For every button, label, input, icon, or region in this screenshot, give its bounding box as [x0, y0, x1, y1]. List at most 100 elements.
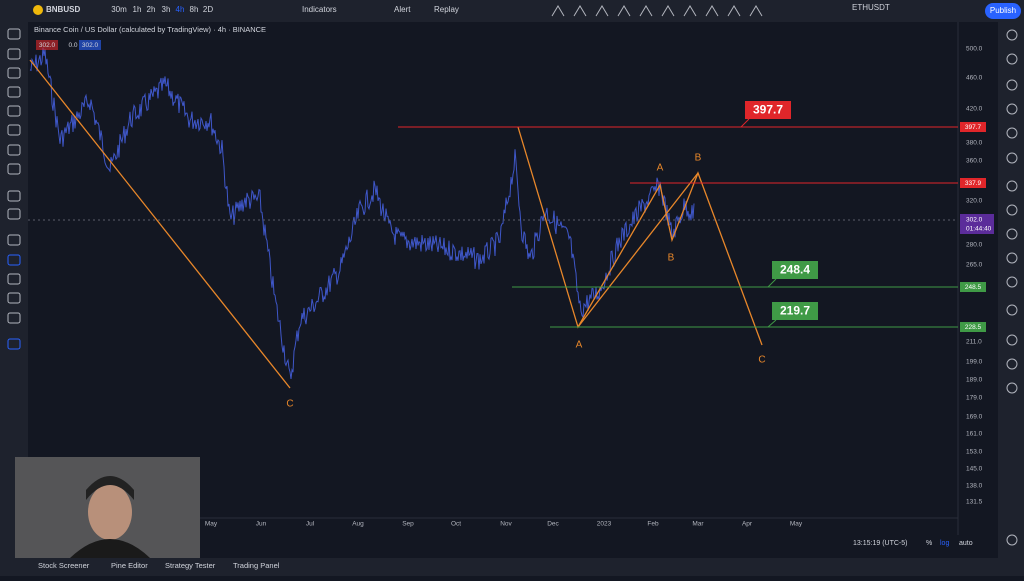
webcam-headset [86, 476, 134, 500]
tool-icon[interactable] [551, 5, 565, 17]
interval-button[interactable]: 2D [203, 5, 213, 14]
symbol-icon [33, 5, 43, 15]
callout-box [745, 101, 791, 119]
wave-lines [29, 59, 763, 389]
tool-icon[interactable] [727, 5, 741, 17]
sidebar-icon[interactable] [1006, 79, 1018, 91]
callout-box [772, 261, 818, 279]
time-tick-label: 2023 [597, 521, 612, 528]
callout-pointer [740, 118, 750, 128]
sidebar-icon[interactable] [1006, 180, 1018, 192]
price-tick-label: 145.0 [966, 466, 983, 473]
sidebar-icon[interactable] [1006, 53, 1018, 65]
tool-icon[interactable] [749, 5, 763, 17]
tool-icon[interactable] [7, 312, 21, 324]
tool-icon[interactable] [7, 124, 21, 136]
sidebar-icon[interactable] [1006, 204, 1018, 216]
sidebar-icon[interactable] [1006, 334, 1018, 346]
sidebar-icon[interactable] [1006, 382, 1018, 394]
callout-label: 219.7 [780, 304, 810, 318]
interval-button[interactable]: 3h [162, 5, 171, 14]
time-tick-label: Jul [306, 521, 315, 528]
tool-icon[interactable] [573, 5, 587, 17]
price-tick-label: 320.0 [966, 198, 983, 205]
tool-icon[interactable] [7, 144, 21, 156]
interval-button[interactable]: 30m [111, 5, 127, 14]
sidebar-icon[interactable] [1006, 252, 1018, 264]
tool-icon[interactable] [7, 86, 21, 98]
sidebar-icon[interactable] [1006, 276, 1018, 288]
wave-line [577, 172, 699, 328]
price-line-label-box [960, 122, 986, 132]
time-tick-label: Oct [451, 521, 461, 528]
time-tick-label: Dec [547, 521, 559, 528]
bottom-tab[interactable]: Pine Editor [111, 561, 148, 570]
tool-icon[interactable] [7, 105, 21, 117]
tool-icon[interactable] [7, 48, 21, 60]
sidebar-icon[interactable] [1006, 228, 1018, 240]
tool-icon[interactable] [7, 292, 21, 304]
watchlist-ticker[interactable]: ETHUSDT [852, 3, 890, 12]
tool-icon[interactable] [7, 190, 21, 202]
price-line-label-box [960, 178, 986, 188]
price-tick-label: 199.0 [966, 359, 983, 366]
time-tick-label: Jun [256, 521, 267, 528]
wave-label: B [668, 253, 675, 264]
price-tick-label: 460.0 [966, 75, 983, 82]
bottom-panel [0, 558, 1024, 576]
price-tick-label: 280.0 [966, 242, 983, 249]
sidebar-icon[interactable] [1006, 534, 1018, 546]
interval-button[interactable]: 1h [133, 5, 142, 14]
sidebar-icon[interactable] [1006, 304, 1018, 316]
clock: 13:15:19 (UTC-5) [853, 540, 907, 547]
tool-icon[interactable] [639, 5, 653, 17]
tool-icon[interactable] [7, 338, 21, 350]
time-tick-label: Nov [500, 521, 512, 528]
tool-icon[interactable] [7, 28, 21, 40]
tool-icon[interactable] [705, 5, 719, 17]
sidebar-icon[interactable] [1006, 127, 1018, 139]
bottom-tab[interactable]: Stock Screener [38, 561, 90, 570]
tool-icon[interactable] [7, 234, 21, 246]
replay-button[interactable]: Replay [434, 5, 459, 14]
percent-toggle[interactable]: % [926, 540, 932, 547]
sidebar-icon[interactable] [1006, 358, 1018, 370]
price-tick-label: 131.5 [966, 499, 983, 506]
tool-icon[interactable] [7, 254, 21, 266]
publish-button[interactable] [985, 3, 1021, 19]
tool-icon[interactable] [7, 163, 21, 175]
log-toggle[interactable]: log [940, 540, 949, 547]
tool-icon[interactable] [7, 67, 21, 79]
interval-button[interactable]: 8h [190, 5, 199, 14]
interval-button[interactable]: 2h [147, 5, 156, 14]
time-tick-label: May [205, 521, 218, 528]
price-line-label: 337.9 [965, 180, 982, 187]
tool-icon[interactable] [683, 5, 697, 17]
tool-icon[interactable] [617, 5, 631, 17]
countdown: 01:44:40 [966, 226, 992, 233]
tool-icon[interactable] [661, 5, 675, 17]
tool-icon[interactable] [7, 208, 21, 220]
price-tick-label: 179.0 [966, 395, 983, 402]
interval-button[interactable]: 4h [176, 5, 185, 14]
sidebar-icon[interactable] [1006, 29, 1018, 41]
tool-icon[interactable] [7, 273, 21, 285]
bottom-tab[interactable]: Strategy Tester [165, 561, 216, 570]
price-tick-label: 169.0 [966, 414, 983, 421]
legend-price: 302.0 [82, 42, 99, 49]
price-tick-label: 189.0 [966, 377, 983, 384]
bottom-tab[interactable]: Trading Panel [233, 561, 280, 570]
callout-box [772, 302, 818, 320]
alert-button[interactable]: Alert [394, 5, 411, 14]
symbol-name[interactable]: BNBUSD [46, 5, 80, 14]
tool-icon[interactable] [595, 5, 609, 17]
drawing-tools [7, 28, 21, 350]
sidebar-icon[interactable] [1006, 103, 1018, 115]
sidebar-icon[interactable] [1006, 152, 1018, 164]
auto-toggle[interactable]: auto [959, 540, 973, 547]
top-toolbar [0, 0, 1024, 22]
publish-label[interactable]: Publish [990, 6, 1016, 15]
wave-label: A [576, 340, 583, 351]
indicators-button[interactable]: Indicators [302, 5, 337, 14]
wave-label: B [695, 153, 702, 164]
